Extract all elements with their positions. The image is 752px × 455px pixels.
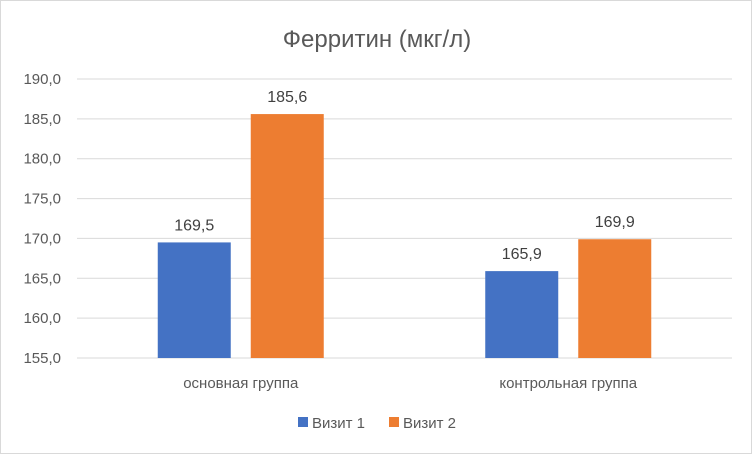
y-tick-label: 180,0 <box>23 151 61 168</box>
legend: Визит 1 Визит 2 <box>298 415 456 432</box>
x-category-label: основная группа <box>183 375 299 392</box>
legend-swatch <box>298 417 308 427</box>
data-label: 169,5 <box>174 217 214 234</box>
bar <box>578 239 652 358</box>
data-labels: 169,5 185,6 165,9 169,9 <box>174 89 635 263</box>
bars <box>157 114 652 359</box>
bar <box>485 271 559 358</box>
y-tick-label: 160,0 <box>23 310 61 327</box>
y-tick-label: 190,0 <box>23 71 61 88</box>
x-axis-category-labels: основная группа контрольная группа <box>183 375 638 392</box>
y-tick-label: 170,0 <box>23 230 61 247</box>
chart-title: Ферритин (мкг/л) <box>283 26 471 53</box>
y-axis-tick-labels: 155,0 160,0 165,0 170,0 175,0 180,0 185,0 190,0 <box>23 71 61 367</box>
y-tick-label: 185,0 <box>23 111 61 128</box>
x-category-label: контрольная группа <box>499 375 637 392</box>
data-label: 169,9 <box>595 214 635 231</box>
legend-label: Визит 2 <box>403 415 456 432</box>
data-label: 165,9 <box>502 246 542 263</box>
y-tick-label: 175,0 <box>23 191 61 208</box>
bar <box>157 242 231 358</box>
data-label: 185,6 <box>267 89 307 106</box>
y-tick-label: 155,0 <box>23 350 61 367</box>
legend-swatch <box>389 417 399 427</box>
bar <box>250 114 324 359</box>
y-tick-label: 165,0 <box>23 270 61 287</box>
legend-label: Визит 1 <box>312 415 365 432</box>
